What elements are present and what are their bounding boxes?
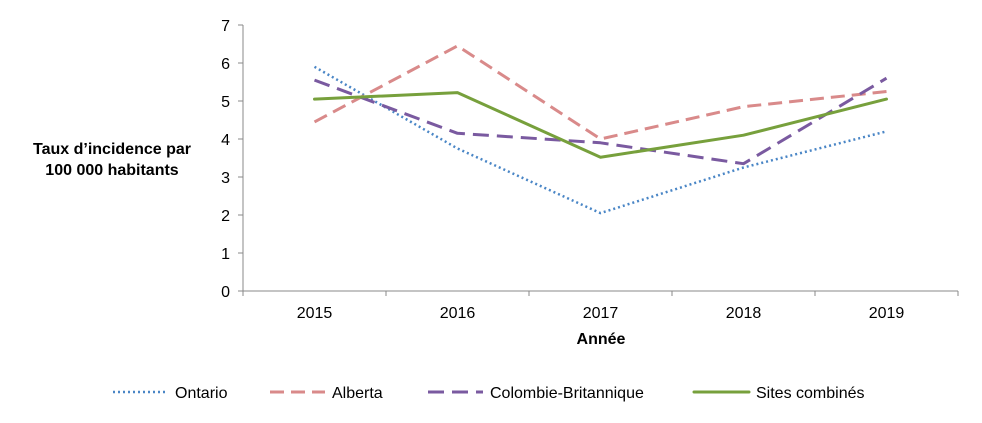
x-tick-label: 2018 — [726, 305, 762, 322]
series-line-1 — [313, 44, 887, 141]
x-ticks: 2015 2016 2017 2018 2019 — [242, 291, 959, 322]
y-tick-label: 7 — [221, 18, 230, 35]
x-tick-label: 2016 — [440, 305, 476, 322]
x-tick-label: 2015 — [297, 305, 333, 322]
y-ticks: 0 1 2 3 4 5 6 7 — [221, 18, 243, 301]
legend: Ontario Alberta Colombie-Britannique Sites … — [113, 385, 865, 402]
y-tick-label: 2 — [221, 208, 230, 225]
legend-label-3: Sites combinés — [756, 385, 865, 402]
legend-label-2: Colombie-Britannique — [490, 385, 644, 402]
series-line-0 — [313, 65, 887, 215]
y-axis-title-line-2: 100 000 habitants — [45, 162, 179, 179]
y-tick-label: 6 — [221, 56, 230, 73]
y-axis-title-line-1: Taux d’incidence par — [33, 141, 191, 158]
y-tick-label: 0 — [221, 284, 230, 301]
y-tick-label: 5 — [221, 94, 230, 111]
y-tick-label: 3 — [221, 170, 230, 187]
x-tick-label: 2017 — [583, 305, 619, 322]
series-line-2 — [313, 76, 888, 166]
series-line-3 — [313, 91, 888, 159]
y-tick-label: 4 — [221, 132, 230, 149]
x-tick-label: 2019 — [869, 305, 905, 322]
series-lines — [313, 44, 888, 215]
axes — [242, 25, 958, 292]
x-axis-title: Année — [577, 331, 626, 348]
legend-label-1: Alberta — [332, 385, 383, 402]
y-tick-label: 1 — [221, 246, 230, 263]
legend-label-0: Ontario — [175, 385, 228, 402]
